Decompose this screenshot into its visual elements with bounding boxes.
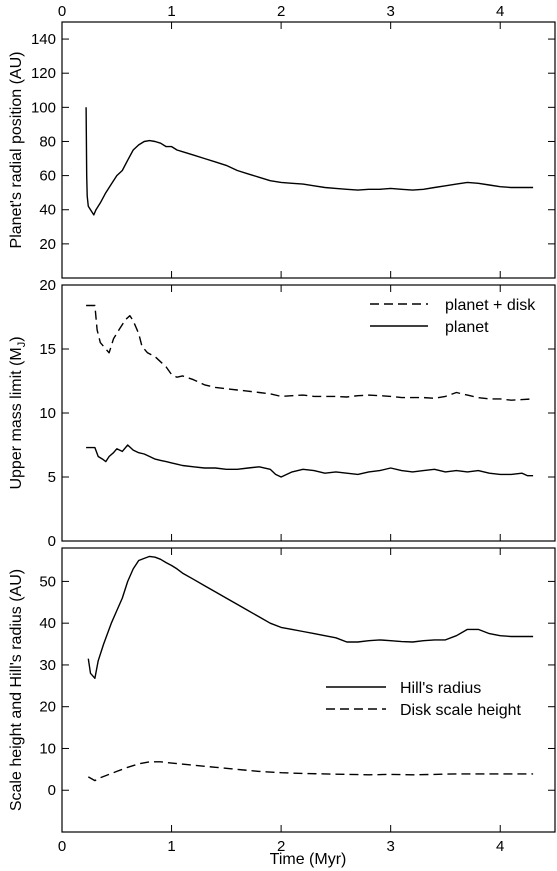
legend: planet + disk planet xyxy=(370,297,536,336)
x-tick-label: 2 xyxy=(277,838,285,855)
x-axis-ticks xyxy=(61,285,501,541)
y-tick-label: 5 xyxy=(48,469,56,486)
y-tick-label: 40 xyxy=(39,615,56,632)
y-axis-label: Upper mass limit (MJ) xyxy=(8,336,28,489)
y-tick-label: 100 xyxy=(31,99,56,116)
y-tick-label: 0 xyxy=(48,782,56,799)
x-axis-ticks: 0 1 2 3 4 xyxy=(58,548,504,855)
y-tick-label: 20 xyxy=(39,699,56,716)
y-tick-label: 20 xyxy=(39,277,56,294)
series-line-hill-s-radius xyxy=(87,555,534,679)
y-axis-ticks: 0 5 10 15 20 xyxy=(39,277,555,550)
y-tick-label: 60 xyxy=(39,168,56,185)
legend-label-disk-scale-height: Disk scale height xyxy=(400,702,522,719)
panel-upper-mass-limit: 0 5 10 15 20 planet + disk planet Upper mass… xyxy=(8,277,556,550)
y-axis-ticks: 20 40 60 80 100 120 140 xyxy=(31,31,555,253)
x-tick-label: 3 xyxy=(386,838,394,855)
y-tick-label: 10 xyxy=(39,405,56,422)
y-axis-ticks: 0 10 20 30 40 50 xyxy=(39,573,555,799)
x-axis-ticks: 0 1 2 3 4 xyxy=(58,3,504,278)
y-tick-label: 120 xyxy=(31,65,56,82)
series-layer xyxy=(85,107,534,216)
series-line-planet-disk xyxy=(86,304,534,401)
y-tick-label: 30 xyxy=(39,657,56,674)
y-axis-label: Planet's radial position (AU) xyxy=(8,52,25,249)
panel-scale-height-hill-radius: 0 1 2 3 4 0 10 20 30 40 50 Hill's radius Disk sca… xyxy=(8,547,556,868)
y-tick-label: 140 xyxy=(31,31,56,48)
panel-radial-position: 0 1 2 3 4 20 40 60 80 100 120 140 Planet's radial … xyxy=(8,3,556,279)
legend-label-planet-disk: planet + disk xyxy=(445,297,536,314)
series-layer xyxy=(86,304,534,478)
x-tick-label-top: 3 xyxy=(386,3,394,20)
y-tick-label: 10 xyxy=(39,740,56,757)
y-axis-label-close: ) xyxy=(8,336,25,341)
legend-label-planet: planet xyxy=(445,319,489,336)
x-tick-label-top: 0 xyxy=(58,3,66,20)
plot-frame xyxy=(61,547,556,833)
y-tick-label: 80 xyxy=(39,133,56,150)
y-axis-label: Scale height and Hill's radius (AU) xyxy=(8,569,25,811)
y-axis-label-subscript: J xyxy=(16,342,28,348)
series-line-radial-position xyxy=(85,107,534,216)
plot-frame xyxy=(61,21,556,279)
x-tick-label-top: 2 xyxy=(277,3,285,20)
x-axis-label: Time (Myr) xyxy=(270,851,347,868)
series-line-disk-scale-height xyxy=(87,761,534,782)
x-tick-label: 0 xyxy=(58,838,66,855)
legend: Hill's radius Disk scale height xyxy=(326,680,522,719)
legend-label-hill-radius: Hill's radius xyxy=(400,680,481,697)
series-line-planet xyxy=(86,444,534,478)
x-tick-label-top: 1 xyxy=(167,3,175,20)
series-layer xyxy=(87,555,534,782)
y-tick-label: 0 xyxy=(48,533,56,550)
y-tick-label: 40 xyxy=(39,202,56,219)
y-tick-label: 15 xyxy=(39,341,56,358)
y-tick-label: 20 xyxy=(39,236,56,253)
x-tick-label: 1 xyxy=(167,838,175,855)
x-tick-label: 4 xyxy=(496,838,504,855)
y-tick-label: 50 xyxy=(39,573,56,590)
x-tick-label-top: 4 xyxy=(496,3,504,20)
y-axis-label-main: Upper mass limit (M xyxy=(8,347,25,489)
